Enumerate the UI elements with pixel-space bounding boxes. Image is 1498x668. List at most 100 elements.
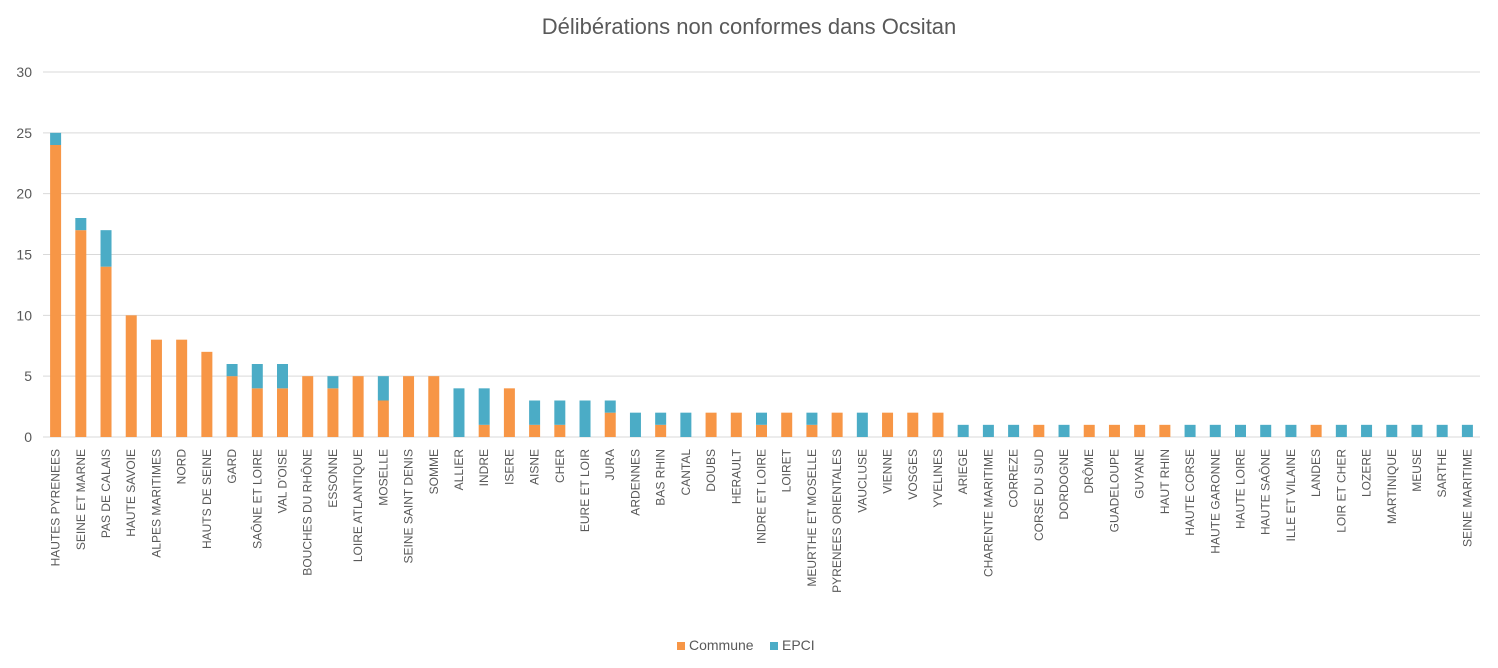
x-tick-label: VAL D'OISE bbox=[276, 449, 290, 513]
bar-commune bbox=[529, 424, 541, 437]
bar-commune bbox=[377, 400, 389, 437]
x-tick-label: HAUTES PYRENEES bbox=[49, 449, 63, 566]
bar-epci bbox=[251, 364, 263, 389]
bar-epci bbox=[1184, 424, 1196, 437]
x-tick-label: SARTHE bbox=[1435, 449, 1449, 497]
bar-commune bbox=[302, 376, 314, 437]
x-tick-label: ISERE bbox=[502, 449, 516, 485]
bar-epci bbox=[50, 132, 62, 145]
bar-epci bbox=[579, 400, 591, 437]
x-tick-label: HAUTE CORSE bbox=[1183, 449, 1197, 536]
bar-epci bbox=[277, 364, 288, 389]
bar-epci bbox=[1008, 424, 1020, 437]
x-tick-label: NORD bbox=[175, 449, 189, 485]
x-tick-label: YVELINES bbox=[931, 449, 945, 508]
x-tick-label: DOUBS bbox=[704, 449, 718, 492]
bar-commune bbox=[882, 412, 894, 437]
x-tick-label: MEUSE bbox=[1410, 449, 1424, 492]
x-tick-label: ALLIER bbox=[452, 449, 466, 491]
legend-label: EPCI bbox=[782, 637, 815, 653]
x-tick-label: CHER bbox=[553, 449, 567, 483]
x-tick-label: HERAULT bbox=[729, 448, 743, 504]
x-tick-label: GARD bbox=[225, 449, 239, 484]
x-tick-label: CORREZE bbox=[1007, 449, 1021, 508]
bar-commune bbox=[125, 315, 137, 437]
y-tick-label: 10 bbox=[16, 307, 32, 323]
bar-commune bbox=[932, 412, 944, 437]
bar-epci bbox=[1461, 424, 1473, 437]
x-tick-label: SEINE SAINT DENIS bbox=[402, 449, 416, 563]
bar-epci bbox=[1335, 424, 1347, 437]
legend-label: Commune bbox=[689, 637, 754, 653]
x-tick-label: HAUTE SAVOIE bbox=[124, 449, 138, 537]
x-tick-label: ARDENNES bbox=[628, 449, 642, 516]
x-tick-label: SEINE MARITIME bbox=[1460, 449, 1474, 547]
bar-commune bbox=[806, 424, 818, 437]
bar-epci bbox=[1386, 424, 1398, 437]
x-tick-label: PAS DE CALAIS bbox=[99, 449, 113, 538]
y-tick-label: 0 bbox=[24, 429, 32, 445]
bar-epci bbox=[100, 230, 112, 267]
x-tick-label: HAUTS DE SEINE bbox=[200, 449, 214, 549]
bar-commune bbox=[705, 412, 717, 437]
x-tick-label: SEINE ET MARNE bbox=[74, 449, 88, 550]
bar-epci bbox=[226, 364, 238, 377]
x-tick-label: HAUTE SAÔNE bbox=[1258, 449, 1273, 535]
bar-epci bbox=[604, 400, 616, 413]
y-tick-label: 20 bbox=[16, 186, 32, 202]
x-tick-label: MARTINIQUE bbox=[1385, 449, 1399, 524]
x-tick-label: ARIEGE bbox=[956, 449, 970, 494]
chart-title: Délibérations non conformes dans Ocsitan bbox=[541, 14, 957, 39]
x-tick-label: HAUT RHIN bbox=[1158, 449, 1172, 514]
bar-commune bbox=[478, 424, 490, 437]
bar-epci bbox=[957, 424, 969, 437]
bar-commune bbox=[1310, 424, 1322, 437]
bar-commune bbox=[277, 388, 288, 437]
x-tick-label: DORDOGNE bbox=[1057, 449, 1071, 520]
bar-epci bbox=[806, 412, 818, 425]
bar-commune bbox=[1108, 424, 1120, 437]
bar-commune bbox=[554, 424, 566, 437]
bar-commune bbox=[201, 351, 213, 437]
x-tick-label: HAUTE GARONNE bbox=[1208, 449, 1222, 554]
x-tick-label: CORSE DU SUD bbox=[1032, 449, 1046, 541]
legend-swatch bbox=[677, 642, 685, 650]
x-tick-label: GUYANE bbox=[1133, 449, 1147, 499]
bar-epci bbox=[529, 400, 541, 425]
bar-commune bbox=[1033, 424, 1045, 437]
bar-epci bbox=[655, 412, 667, 425]
x-tick-label: LANDES bbox=[1309, 449, 1323, 497]
bar-epci bbox=[377, 376, 389, 401]
x-tick-label: DRÔME bbox=[1081, 449, 1096, 494]
bar-epci bbox=[478, 388, 490, 425]
x-tick-label: VIENNE bbox=[881, 449, 895, 494]
bar-commune bbox=[100, 266, 112, 437]
legend-swatch bbox=[770, 642, 778, 650]
bar-commune bbox=[730, 412, 742, 437]
bar-epci bbox=[1361, 424, 1373, 437]
x-tick-label: LOIRET bbox=[780, 448, 794, 492]
bar-epci bbox=[1260, 424, 1272, 437]
bar-commune bbox=[907, 412, 919, 437]
x-tick-label: VAUCLUSE bbox=[855, 449, 869, 513]
x-tick-label: GUADELOUPE bbox=[1107, 449, 1121, 532]
x-tick-label: VOSGES bbox=[906, 449, 920, 500]
x-tick-label: BOUCHES DU RHÔNE bbox=[300, 449, 315, 576]
x-tick-label: LOZERE bbox=[1360, 449, 1374, 497]
bar-commune bbox=[50, 145, 62, 437]
x-tick-label: ESSONNE bbox=[326, 449, 340, 508]
x-tick-label: CANTAL bbox=[679, 449, 693, 496]
bar-commune bbox=[1134, 424, 1146, 437]
bar-commune bbox=[1083, 424, 1095, 437]
bar-epci bbox=[1411, 424, 1423, 437]
x-tick-label: MOSELLE bbox=[376, 449, 390, 506]
x-tick-label: AISNE bbox=[528, 449, 542, 485]
bar-epci bbox=[629, 412, 641, 437]
bar-epci bbox=[680, 412, 692, 437]
bar-epci bbox=[982, 424, 994, 437]
bar-epci bbox=[554, 400, 566, 425]
x-tick-label: PYRENEES ORIENTALES bbox=[830, 449, 844, 593]
y-tick-label: 5 bbox=[24, 368, 32, 384]
